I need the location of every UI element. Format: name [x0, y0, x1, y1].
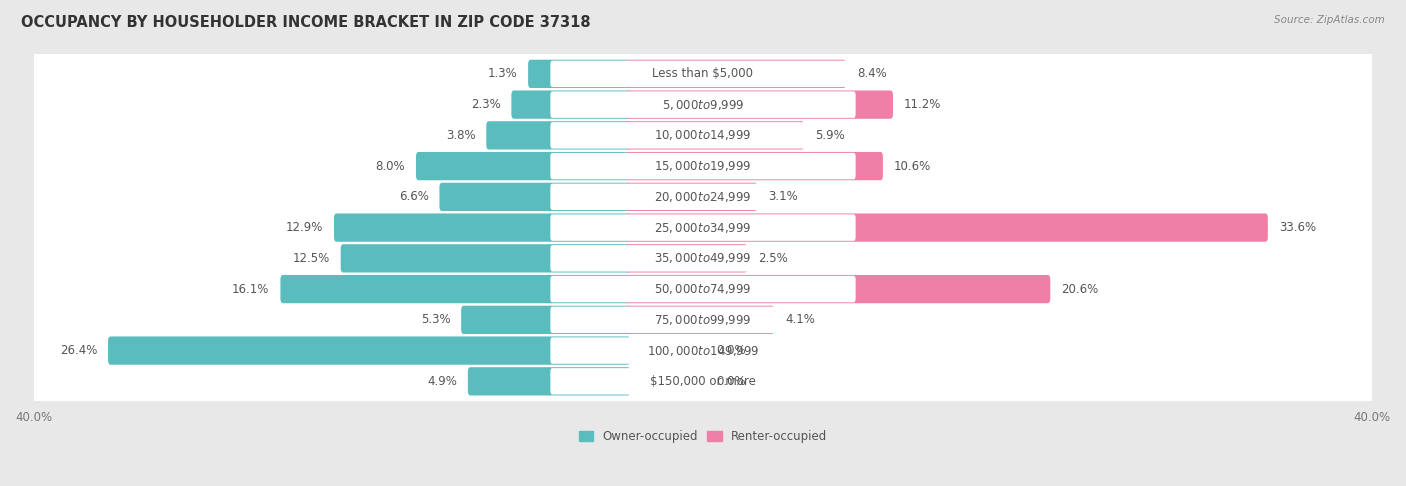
- Text: $100,000 to $149,999: $100,000 to $149,999: [647, 344, 759, 358]
- FancyBboxPatch shape: [24, 296, 1382, 344]
- Text: 20.6%: 20.6%: [1062, 282, 1098, 295]
- FancyBboxPatch shape: [626, 306, 775, 334]
- Text: $5,000 to $9,999: $5,000 to $9,999: [662, 98, 744, 112]
- FancyBboxPatch shape: [468, 367, 630, 396]
- Text: $50,000 to $74,999: $50,000 to $74,999: [654, 282, 752, 296]
- Legend: Owner-occupied, Renter-occupied: Owner-occupied, Renter-occupied: [574, 425, 832, 448]
- FancyBboxPatch shape: [486, 121, 630, 150]
- FancyBboxPatch shape: [626, 275, 1050, 303]
- Text: 5.3%: 5.3%: [420, 313, 450, 326]
- Text: 10.6%: 10.6%: [894, 159, 931, 173]
- FancyBboxPatch shape: [550, 184, 856, 210]
- Text: Source: ZipAtlas.com: Source: ZipAtlas.com: [1274, 15, 1385, 25]
- Text: 1.3%: 1.3%: [488, 68, 517, 80]
- Text: 4.9%: 4.9%: [427, 375, 457, 388]
- Text: 0.0%: 0.0%: [717, 344, 747, 357]
- Text: 5.9%: 5.9%: [815, 129, 845, 142]
- Text: 3.8%: 3.8%: [446, 129, 475, 142]
- Text: $20,000 to $24,999: $20,000 to $24,999: [654, 190, 752, 204]
- FancyBboxPatch shape: [24, 358, 1382, 405]
- Text: $25,000 to $34,999: $25,000 to $34,999: [654, 221, 752, 235]
- Text: 8.0%: 8.0%: [375, 159, 405, 173]
- FancyBboxPatch shape: [461, 306, 630, 334]
- Text: $150,000 or more: $150,000 or more: [650, 375, 756, 388]
- Text: $75,000 to $99,999: $75,000 to $99,999: [654, 313, 752, 327]
- Text: 11.2%: 11.2%: [904, 98, 941, 111]
- FancyBboxPatch shape: [550, 276, 856, 302]
- Text: 3.1%: 3.1%: [768, 191, 799, 203]
- FancyBboxPatch shape: [550, 122, 856, 149]
- FancyBboxPatch shape: [24, 173, 1382, 221]
- FancyBboxPatch shape: [340, 244, 630, 273]
- FancyBboxPatch shape: [626, 244, 748, 273]
- FancyBboxPatch shape: [335, 213, 630, 242]
- FancyBboxPatch shape: [24, 112, 1382, 159]
- Text: 26.4%: 26.4%: [60, 344, 97, 357]
- Text: 33.6%: 33.6%: [1278, 221, 1316, 234]
- FancyBboxPatch shape: [24, 204, 1382, 251]
- FancyBboxPatch shape: [550, 337, 856, 364]
- Text: 4.1%: 4.1%: [785, 313, 815, 326]
- Text: 12.5%: 12.5%: [292, 252, 330, 265]
- Text: 2.3%: 2.3%: [471, 98, 501, 111]
- FancyBboxPatch shape: [626, 213, 1268, 242]
- FancyBboxPatch shape: [626, 121, 804, 150]
- Text: 0.0%: 0.0%: [717, 375, 747, 388]
- Text: OCCUPANCY BY HOUSEHOLDER INCOME BRACKET IN ZIP CODE 37318: OCCUPANCY BY HOUSEHOLDER INCOME BRACKET …: [21, 15, 591, 30]
- FancyBboxPatch shape: [280, 275, 630, 303]
- FancyBboxPatch shape: [529, 60, 630, 88]
- FancyBboxPatch shape: [550, 245, 856, 272]
- Text: Less than $5,000: Less than $5,000: [652, 68, 754, 80]
- Text: $35,000 to $49,999: $35,000 to $49,999: [654, 251, 752, 265]
- FancyBboxPatch shape: [550, 368, 856, 395]
- FancyBboxPatch shape: [440, 183, 630, 211]
- Text: $10,000 to $14,999: $10,000 to $14,999: [654, 128, 752, 142]
- FancyBboxPatch shape: [416, 152, 630, 180]
- FancyBboxPatch shape: [24, 50, 1382, 98]
- Text: $15,000 to $19,999: $15,000 to $19,999: [654, 159, 752, 173]
- FancyBboxPatch shape: [550, 307, 856, 333]
- FancyBboxPatch shape: [24, 81, 1382, 128]
- FancyBboxPatch shape: [24, 265, 1382, 313]
- FancyBboxPatch shape: [626, 90, 893, 119]
- FancyBboxPatch shape: [550, 91, 856, 118]
- FancyBboxPatch shape: [626, 183, 758, 211]
- FancyBboxPatch shape: [626, 60, 846, 88]
- FancyBboxPatch shape: [550, 214, 856, 241]
- FancyBboxPatch shape: [24, 142, 1382, 190]
- FancyBboxPatch shape: [24, 235, 1382, 282]
- FancyBboxPatch shape: [550, 61, 856, 87]
- FancyBboxPatch shape: [512, 90, 630, 119]
- FancyBboxPatch shape: [626, 152, 883, 180]
- FancyBboxPatch shape: [550, 153, 856, 179]
- Text: 2.5%: 2.5%: [758, 252, 787, 265]
- Text: 8.4%: 8.4%: [858, 68, 887, 80]
- Text: 12.9%: 12.9%: [285, 221, 323, 234]
- Text: 16.1%: 16.1%: [232, 282, 270, 295]
- FancyBboxPatch shape: [108, 336, 630, 364]
- FancyBboxPatch shape: [24, 327, 1382, 374]
- Text: 6.6%: 6.6%: [399, 191, 429, 203]
